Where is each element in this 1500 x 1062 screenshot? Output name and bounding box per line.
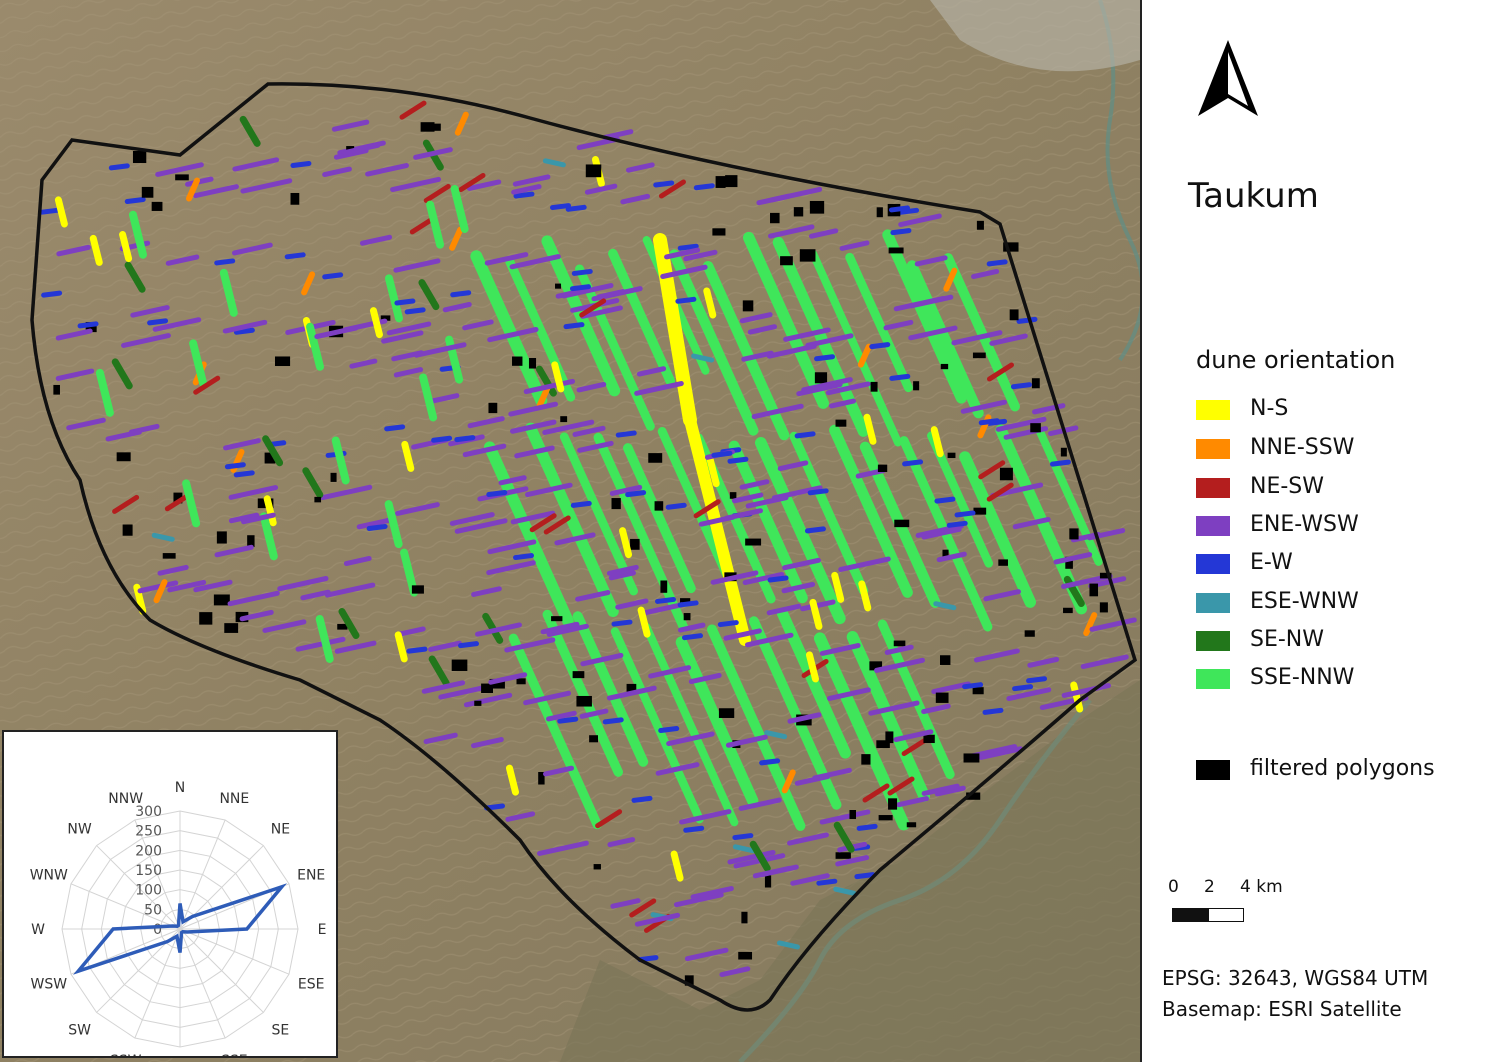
legend-heading: dune orientation (1196, 346, 1396, 374)
legend-label: SSE-NNW (1250, 665, 1355, 690)
radar-tick-label: 0 (153, 922, 162, 938)
legend-swatch (1196, 478, 1230, 498)
radar-direction-label: NW (67, 822, 91, 838)
legend-label: filtered polygons (1250, 756, 1435, 781)
scale-label-2: 2 (1204, 877, 1215, 897)
legend-swatch (1196, 631, 1230, 651)
radar-spoke (70, 883, 181, 930)
radar-spoke (179, 819, 226, 930)
radar-direction-label: WNW (30, 868, 68, 884)
radar-direction-label: NE (271, 822, 290, 838)
radar-spoke (134, 819, 181, 930)
river (738, 698, 1092, 1062)
legend-swatch (1196, 439, 1230, 459)
map-title: Taukum (1188, 176, 1319, 216)
crs-text: EPSG: 32643, WGS84 UTM (1162, 966, 1429, 990)
north-arrow-icon (1198, 40, 1258, 116)
radar-direction-label: WSW (31, 976, 68, 992)
legend-label: NNE-SSW (1250, 435, 1355, 460)
dune-polygons (39, 100, 1137, 986)
radar-tick-label: 250 (135, 824, 162, 840)
legend-swatch (1196, 516, 1230, 536)
floodplain (560, 680, 1140, 1062)
radar-spoke (96, 845, 181, 930)
scale-label-4km: 4 km (1240, 877, 1283, 897)
legend-label: ENE-WSW (1250, 512, 1359, 537)
radar-direction-label: SSE (221, 1053, 248, 1056)
radar-direction-label: W (31, 922, 45, 938)
radar-spoke (179, 928, 290, 975)
radar-tick-label: 100 (135, 883, 162, 899)
radar-direction-label: ESE (298, 976, 325, 992)
radar-direction-labels: NNNENEENEEESESESSESSSWSWWSWWWNWNWNNW (30, 780, 327, 1056)
legend-swatch (1196, 554, 1230, 574)
satellite-map (0, 0, 1140, 1062)
radar-direction-label: SSW (110, 1053, 142, 1056)
legend-swatch (1196, 593, 1230, 613)
legend-label: SE-NW (1250, 627, 1325, 652)
legend-label: NE-SW (1250, 474, 1325, 499)
legend-swatch (1196, 400, 1230, 420)
radar-direction-label: NNE (219, 791, 249, 807)
radar-direction-label: SE (272, 1022, 290, 1038)
radar-spoke (179, 928, 264, 1013)
legend-label: ESE-WNW (1250, 589, 1359, 614)
radar-tick-label: 200 (135, 843, 162, 859)
radar-direction-label: SW (68, 1022, 91, 1038)
legend-swatch (1196, 760, 1230, 780)
radar-grid (61, 810, 299, 1048)
radar-direction-label: N (175, 780, 185, 796)
radar-direction-label: ENE (297, 868, 325, 884)
radar-tick-label: 150 (135, 863, 162, 879)
radar-spoke (179, 928, 226, 1039)
legend-swatch (1196, 669, 1230, 689)
radar-direction-label: NNW (108, 791, 143, 807)
basemap-text: Basemap: ESRI Satellite (1162, 997, 1402, 1021)
radar-spoke (134, 928, 181, 1039)
study-area-boundary (30, 82, 1138, 1012)
radar-tick-label: 50 (144, 902, 162, 918)
map-panel (0, 0, 1140, 1062)
scale-label-0: 0 (1168, 877, 1179, 897)
radar-tick-label: 300 (135, 804, 162, 820)
radar-series-line (73, 883, 287, 975)
radar-direction-label: E (318, 922, 327, 938)
scale-bar (1172, 908, 1244, 922)
radar-tick-labels: 0 50 100 150 200 250 300 (135, 804, 162, 938)
legend-label: N-S (1250, 396, 1289, 421)
legend-label: E-W (1250, 550, 1293, 575)
